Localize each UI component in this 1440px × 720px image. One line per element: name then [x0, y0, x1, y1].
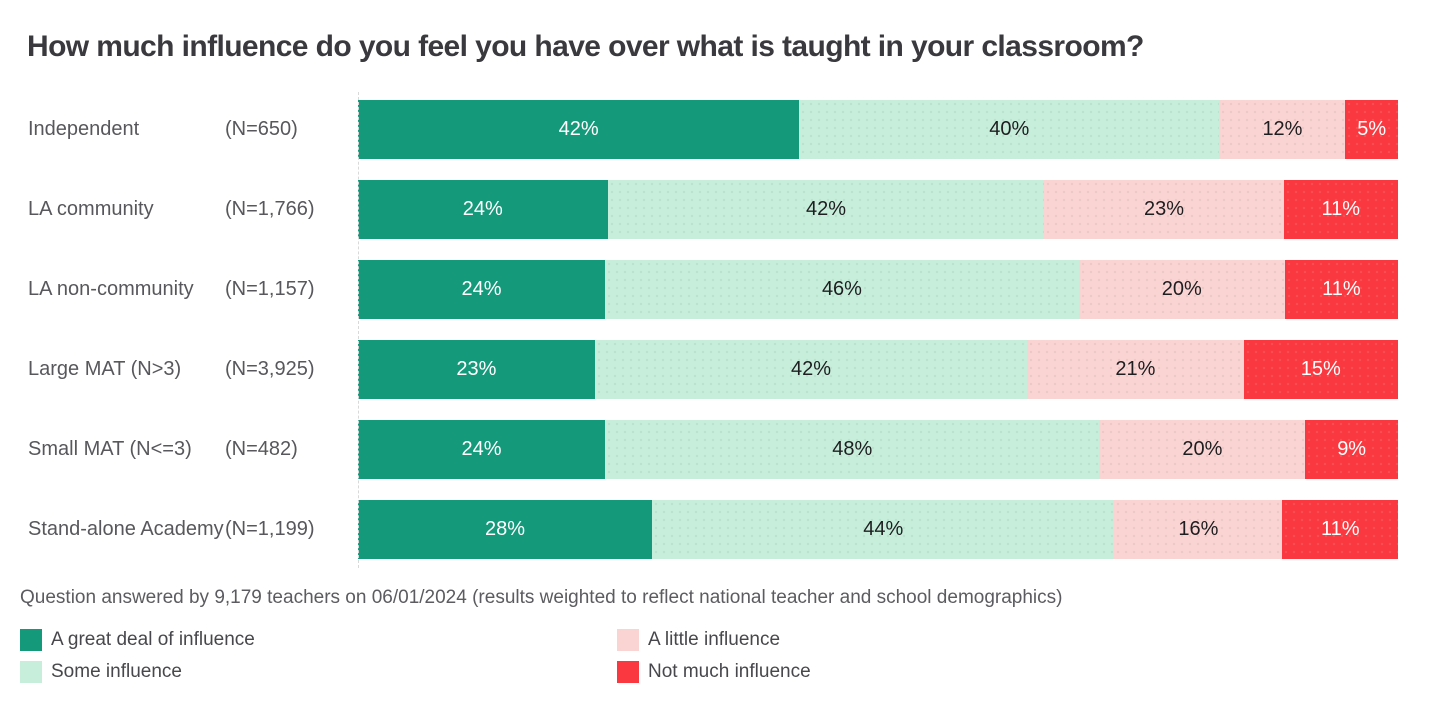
segment-value-label: 11% — [1321, 198, 1361, 220]
segment-value-label: 9% — [1337, 438, 1367, 460]
bar-segment: 24% — [358, 180, 608, 239]
segment-value-label: 11% — [1322, 278, 1361, 300]
stacked-bar: 24% 48% 20% 9% — [358, 420, 1398, 479]
legend-label: A great deal of influence — [51, 628, 255, 650]
bar-segment: 40% — [799, 100, 1220, 159]
segment-value-label: 40% — [989, 118, 1030, 140]
segment-value-label: 28% — [485, 518, 526, 540]
legend-label: A little influence — [648, 628, 781, 650]
category-label: Small MAT (N<=3) — [28, 438, 192, 460]
chart-legend: A great deal of influence Some influence A… — [20, 628, 1440, 683]
bar-segment: 48% — [605, 420, 1100, 479]
segment-value-label: 42% — [558, 118, 599, 140]
chart-page: How much influence do you feel you have … — [0, 30, 1440, 720]
stacked-bar: 28% 44% 16% 11% — [358, 500, 1398, 559]
bar-segment: 24% — [358, 420, 606, 479]
bar-segment: 44% — [652, 500, 1115, 559]
bar-segment: 9% — [1305, 420, 1398, 479]
segment-value-label: 24% — [461, 438, 502, 460]
category-label: Independent — [28, 118, 140, 140]
bar-segment: 15% — [1243, 340, 1398, 399]
legend-item: A little influence — [617, 628, 1440, 651]
bar-segment: 5% — [1345, 100, 1399, 159]
chart-row: LA non-community (N=1,157) 24% 46% 20% 11% — [0, 250, 1398, 330]
segment-value-label: 42% — [791, 358, 832, 380]
chart-title: How much influence do you feel you have … — [27, 30, 1144, 63]
segment-value-label: 24% — [461, 278, 502, 300]
bar-segment: 42% — [607, 180, 1045, 239]
legend-label: Not much influence — [648, 660, 811, 682]
bar-segment: 11% — [1283, 180, 1398, 239]
bar-segment: 42% — [358, 100, 800, 159]
stacked-bar: 24% 42% 23% 11% — [358, 180, 1398, 239]
legend-item: A great deal of influence — [20, 628, 617, 651]
bar-segment: 20% — [1078, 260, 1285, 319]
segment-value-label: 24% — [462, 198, 503, 220]
segment-value-label: 5% — [1357, 118, 1387, 140]
segment-value-label: 11% — [1320, 518, 1360, 540]
sample-size-label: (N=1,766) — [225, 198, 315, 220]
legend-label: Some influence — [51, 660, 182, 682]
bar-segment: 23% — [358, 340, 595, 399]
bar-segment: 11% — [1284, 260, 1398, 319]
bar-segment: 21% — [1027, 340, 1244, 399]
category-label: Stand-alone Academy — [28, 518, 224, 540]
sample-size-label: (N=1,157) — [225, 278, 315, 300]
sample-size-label: (N=482) — [225, 438, 298, 460]
sample-size-label: (N=3,925) — [225, 358, 315, 380]
bar-segment: 11% — [1282, 500, 1398, 559]
segment-value-label: 12% — [1262, 118, 1303, 140]
segment-value-label: 42% — [805, 198, 846, 220]
segment-value-label: 15% — [1300, 358, 1341, 380]
chart-footnote: Question answered by 9,179 teachers on 0… — [20, 586, 1063, 608]
bar-segment: 24% — [358, 260, 606, 319]
stacked-bar: 42% 40% 12% 5% — [358, 100, 1399, 159]
segment-value-label: 44% — [863, 518, 904, 540]
bar-segment: 12% — [1219, 100, 1346, 159]
segment-value-label: 46% — [821, 278, 862, 300]
segment-value-label: 20% — [1161, 278, 1202, 300]
category-label: LA non-community — [28, 278, 194, 300]
legend-swatch — [617, 660, 639, 683]
sample-size-label: (N=650) — [225, 118, 298, 140]
chart-row: Independent (N=650) 42% 40% 12% 5% — [0, 90, 1399, 170]
bar-segment: 46% — [605, 260, 1079, 319]
segment-value-label: 16% — [1178, 518, 1219, 540]
legend-swatch — [20, 628, 42, 651]
segment-value-label: 21% — [1115, 358, 1156, 380]
chart-row: LA community (N=1,766) 24% 42% 23% 11% — [0, 170, 1398, 250]
chart-row: Small MAT (N<=3) (N=482) 24% 48% 20% 9% — [0, 410, 1398, 490]
chart-row: Stand-alone Academy (N=1,199) 28% 44% 16% 11% — [0, 490, 1398, 570]
stacked-bar: 24% 46% 20% 11% — [358, 260, 1398, 319]
segment-value-label: 23% — [1143, 198, 1184, 220]
bar-segment: 23% — [1044, 180, 1284, 239]
category-label: LA community — [28, 198, 154, 220]
segment-value-label: 48% — [832, 438, 873, 460]
segment-value-label: 23% — [456, 358, 497, 380]
stacked-bar: 23% 42% 21% 15% — [358, 340, 1398, 399]
bar-segment: 20% — [1099, 420, 1306, 479]
legend-swatch — [20, 660, 42, 683]
legend-item: Not much influence — [617, 660, 1440, 683]
chart-row: Large MAT (N>3) (N=3,925) 23% 42% 21% 15% — [0, 330, 1398, 410]
sample-size-label: (N=1,199) — [225, 518, 315, 540]
bar-segment: 42% — [594, 340, 1028, 399]
legend-item: Some influence — [20, 660, 617, 683]
bar-segment: 28% — [358, 500, 653, 559]
baseline-dashed-axis — [358, 91, 359, 568]
stacked-bar-chart: Independent (N=650) 42% 40% 12% 5% LA communit… — [0, 90, 1440, 570]
legend-swatch — [617, 628, 639, 651]
category-label: Large MAT (N>3) — [28, 358, 182, 380]
segment-value-label: 20% — [1182, 438, 1223, 460]
chart-rows: Independent (N=650) 42% 40% 12% 5% LA communit… — [0, 90, 1399, 570]
bar-segment: 16% — [1114, 500, 1283, 559]
